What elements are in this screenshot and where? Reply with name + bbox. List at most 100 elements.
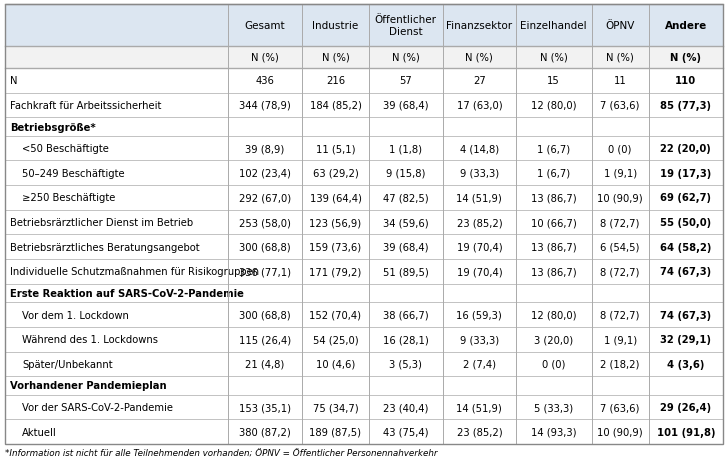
- Text: 10 (90,9): 10 (90,9): [598, 193, 643, 203]
- Text: *Information ist nicht für alle Teilnehmenden vorhanden; ÖPNV = Öffentlicher Per: *Information ist nicht für alle Teilnehm…: [5, 449, 438, 458]
- Text: 27: 27: [473, 76, 486, 86]
- Text: 43 (75,4): 43 (75,4): [383, 427, 429, 437]
- Bar: [5, 161, 723, 186]
- Text: 15: 15: [547, 76, 560, 86]
- Text: 8 (72,7): 8 (72,7): [601, 267, 640, 277]
- Bar: [5, 284, 723, 303]
- Text: N (%): N (%): [322, 53, 349, 63]
- Text: Vor der SARS-CoV-2-Pandemie: Vor der SARS-CoV-2-Pandemie: [22, 402, 173, 412]
- Text: 13 (86,7): 13 (86,7): [531, 242, 577, 252]
- Text: 16 (59,3): 16 (59,3): [456, 310, 502, 320]
- Text: 102 (23,4): 102 (23,4): [239, 169, 291, 178]
- Text: 8 (72,7): 8 (72,7): [601, 218, 640, 228]
- Text: 123 (56,9): 123 (56,9): [309, 218, 362, 228]
- Text: Gesamt: Gesamt: [245, 21, 285, 31]
- Text: 39 (8,9): 39 (8,9): [245, 144, 285, 154]
- Text: 64 (58,2): 64 (58,2): [660, 242, 711, 252]
- Text: 14 (51,9): 14 (51,9): [456, 402, 502, 412]
- Text: 9 (33,3): 9 (33,3): [460, 335, 499, 345]
- Text: Vorhandener Pandemieplan: Vorhandener Pandemieplan: [10, 381, 167, 391]
- Text: 300 (68,8): 300 (68,8): [240, 242, 291, 252]
- Bar: [5, 137, 723, 161]
- Text: 23 (85,2): 23 (85,2): [456, 218, 502, 228]
- Text: 39 (68,4): 39 (68,4): [383, 101, 429, 111]
- Bar: [5, 69, 723, 93]
- Text: 9 (33,3): 9 (33,3): [460, 169, 499, 178]
- Text: 5 (33,3): 5 (33,3): [534, 402, 573, 412]
- Text: 74 (67,3): 74 (67,3): [660, 267, 711, 277]
- Text: Industrie: Industrie: [312, 21, 359, 31]
- Text: 0 (0): 0 (0): [609, 144, 632, 154]
- Text: 159 (73,6): 159 (73,6): [309, 242, 362, 252]
- Text: 1 (9,1): 1 (9,1): [604, 335, 637, 345]
- Text: 1 (6,7): 1 (6,7): [537, 144, 570, 154]
- Text: Individuelle Schutzmaßnahmen für Risikogruppen: Individuelle Schutzmaßnahmen für Risikog…: [10, 267, 259, 277]
- Text: 55 (50,0): 55 (50,0): [660, 218, 711, 228]
- Text: 23 (40,4): 23 (40,4): [383, 402, 429, 412]
- Text: 1 (6,7): 1 (6,7): [537, 169, 570, 178]
- Text: 110: 110: [676, 76, 697, 86]
- Text: Vor dem 1. Lockdown: Vor dem 1. Lockdown: [22, 310, 129, 320]
- Text: 7 (63,6): 7 (63,6): [601, 101, 640, 111]
- Text: Während des 1. Lockdowns: Während des 1. Lockdowns: [22, 335, 158, 345]
- Text: 63 (29,2): 63 (29,2): [312, 169, 358, 178]
- Text: N (%): N (%): [606, 53, 634, 63]
- Text: 8 (72,7): 8 (72,7): [601, 310, 640, 320]
- Text: 19 (17,3): 19 (17,3): [660, 169, 711, 178]
- Text: Erste Reaktion auf SARS-CoV-2-Pandemie: Erste Reaktion auf SARS-CoV-2-Pandemie: [10, 288, 244, 298]
- Text: N: N: [10, 76, 17, 86]
- Text: Später/Unbekannt: Später/Unbekannt: [22, 359, 113, 369]
- Text: 0 (0): 0 (0): [542, 359, 566, 369]
- Text: 3 (20,0): 3 (20,0): [534, 335, 573, 345]
- Text: 9 (15,8): 9 (15,8): [386, 169, 426, 178]
- Text: 54 (25,0): 54 (25,0): [312, 335, 358, 345]
- Text: 16 (28,1): 16 (28,1): [383, 335, 429, 345]
- Text: 13 (86,7): 13 (86,7): [531, 193, 577, 203]
- Bar: [5, 5, 723, 47]
- Text: N (%): N (%): [392, 53, 420, 63]
- Text: 69 (62,7): 69 (62,7): [660, 193, 711, 203]
- Text: 38 (66,7): 38 (66,7): [383, 310, 429, 320]
- Text: 10 (66,7): 10 (66,7): [531, 218, 577, 228]
- Text: Aktuell: Aktuell: [22, 427, 57, 437]
- Text: 1 (9,1): 1 (9,1): [604, 169, 637, 178]
- Text: 12 (80,0): 12 (80,0): [531, 101, 577, 111]
- Bar: [5, 93, 723, 118]
- Text: 11 (5,1): 11 (5,1): [316, 144, 355, 154]
- Text: Betriebsrärztliches Beratungsangebot: Betriebsrärztliches Beratungsangebot: [10, 242, 199, 252]
- Text: 189 (87,5): 189 (87,5): [309, 427, 362, 437]
- Text: 115 (26,4): 115 (26,4): [239, 335, 291, 345]
- Text: N (%): N (%): [670, 53, 701, 63]
- Text: 253 (58,0): 253 (58,0): [239, 218, 291, 228]
- Bar: [5, 186, 723, 210]
- Text: 6 (54,5): 6 (54,5): [601, 242, 640, 252]
- Text: Öffentlicher
Dienst: Öffentlicher Dienst: [375, 15, 437, 37]
- Bar: [5, 395, 723, 419]
- Text: 57: 57: [400, 76, 412, 86]
- Text: Finanzsektor: Finanzsektor: [446, 21, 513, 31]
- Text: Andere: Andere: [665, 21, 707, 31]
- Text: N (%): N (%): [251, 53, 279, 63]
- Text: 32 (29,1): 32 (29,1): [660, 335, 711, 345]
- Text: 184 (85,2): 184 (85,2): [309, 101, 361, 111]
- Text: 39 (68,4): 39 (68,4): [383, 242, 429, 252]
- Text: 74 (67,3): 74 (67,3): [660, 310, 711, 320]
- Text: N (%): N (%): [465, 53, 494, 63]
- Text: 216: 216: [326, 76, 345, 86]
- Text: ≥250 Beschäftigte: ≥250 Beschäftigte: [22, 193, 115, 203]
- Text: 34 (59,6): 34 (59,6): [383, 218, 429, 228]
- Bar: [5, 118, 723, 137]
- Text: 380 (87,2): 380 (87,2): [240, 427, 291, 437]
- Text: 23 (85,2): 23 (85,2): [456, 427, 502, 437]
- Text: 3 (5,3): 3 (5,3): [389, 359, 422, 369]
- Text: 14 (51,9): 14 (51,9): [456, 193, 502, 203]
- Text: Betriebsgröße*: Betriebsgröße*: [10, 122, 96, 132]
- Text: 139 (64,4): 139 (64,4): [309, 193, 361, 203]
- Text: 436: 436: [256, 76, 274, 86]
- Text: 21 (4,8): 21 (4,8): [245, 359, 285, 369]
- Text: N (%): N (%): [539, 53, 568, 63]
- Bar: [5, 327, 723, 352]
- Text: 13 (86,7): 13 (86,7): [531, 267, 577, 277]
- Bar: [5, 352, 723, 377]
- Text: 14 (93,3): 14 (93,3): [531, 427, 577, 437]
